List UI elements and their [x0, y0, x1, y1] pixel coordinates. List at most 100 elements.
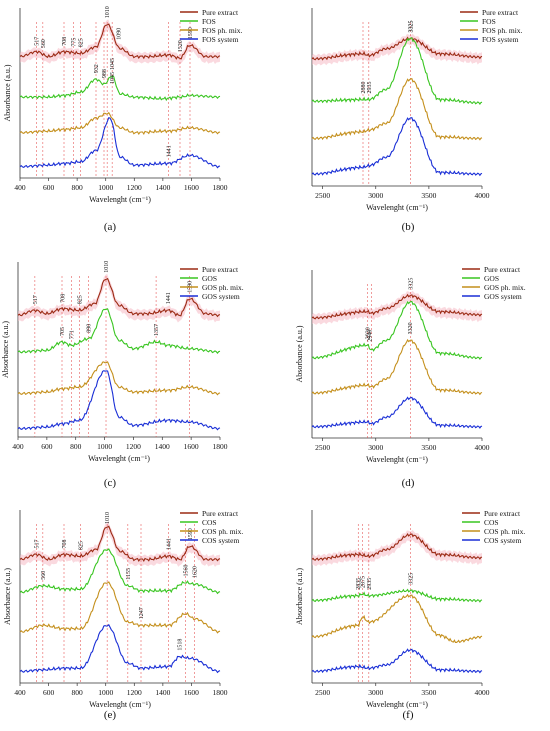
x-axis-label: Wavelenght (cm⁻¹) — [366, 203, 428, 212]
series-line-3 — [311, 396, 483, 429]
peak-label: 708 — [62, 540, 68, 549]
legend-label: COS — [484, 518, 499, 527]
legend-label: FOS system — [482, 35, 519, 44]
x-tick-label: 1400 — [155, 183, 170, 192]
legend-label: GOS — [484, 274, 499, 283]
peak-label: 1441 — [166, 292, 172, 304]
peak-label: 1590 — [188, 528, 194, 540]
series-line-0 — [311, 36, 483, 61]
series-line-3 — [19, 117, 221, 169]
peak-label: 1518 — [178, 639, 184, 651]
series-line-2 — [17, 361, 221, 396]
x-tick-label: 3500 — [421, 191, 436, 200]
peak-label: 705 — [60, 327, 66, 336]
legend-label: COS ph. mix. — [202, 527, 243, 536]
panel-caption: (c) — [104, 477, 117, 489]
legend-label: Pure extract — [484, 265, 521, 274]
peak-label: 2940 — [367, 330, 373, 342]
y-axis-label: Absorbance (a.u.) — [295, 325, 304, 382]
pure-extract-highlight — [312, 33, 482, 66]
peak-label: 708 — [60, 294, 66, 303]
panel-caption: (a) — [104, 221, 117, 233]
x-tick-label: 1000 — [98, 688, 113, 697]
legend-label: GOS ph. mix. — [484, 283, 526, 292]
series-line-0 — [311, 532, 483, 561]
legend-label: Pure extract — [482, 8, 519, 17]
x-axis-label: Wavelenght (cm⁻¹) — [366, 700, 428, 709]
y-axis-label: Absorbance (a.u.) — [3, 64, 12, 121]
series-line-1 — [17, 308, 221, 354]
peak-label: 3325 — [408, 21, 414, 33]
series-line-2 — [311, 338, 483, 396]
peak-label: 1357 — [154, 324, 160, 336]
x-tick-label: 2500 — [315, 191, 330, 200]
x-tick-label: 800 — [72, 688, 84, 697]
legend-label: Pure extract — [202, 265, 239, 274]
x-tick-label: 1400 — [155, 442, 170, 451]
x-axis-label: Wavelenght (cm⁻¹) — [366, 455, 428, 464]
panel-caption: (f) — [403, 709, 414, 721]
panel-f: 2500 3000 3500 4000 Wavelenght (cm⁻¹) Absorba… — [295, 509, 525, 721]
x-tick-label: 4000 — [475, 191, 490, 200]
series-line-2 — [19, 111, 221, 136]
peak-label: 1090 — [117, 28, 123, 40]
peak-label: 1520 — [178, 40, 184, 52]
series-line-1 — [311, 588, 483, 603]
x-tick-label: 1800 — [213, 688, 228, 697]
series-line-1 — [311, 37, 483, 106]
series-line-2 — [311, 593, 483, 644]
legend-label: FOS — [482, 17, 496, 26]
series-line-3 — [19, 623, 221, 674]
legend-label: FOS ph. mix. — [482, 26, 523, 35]
legend-label: Pure extract — [484, 509, 521, 518]
peak-label: 890 — [87, 324, 93, 333]
x-tick-label: 600 — [41, 442, 53, 451]
pure-extract-highlight — [312, 529, 482, 567]
peak-label: 2880 — [361, 82, 367, 94]
y-axis-label: Absorbance (a.u.) — [1, 321, 10, 378]
legend-label: COS system — [202, 536, 239, 545]
x-axis-label: Wavelenght (cm⁻¹) — [89, 700, 151, 709]
legend-label: GOS — [202, 274, 217, 283]
peak-label: 517 — [35, 37, 41, 46]
x-tick-label: 800 — [70, 442, 82, 451]
x-tick-label: 2500 — [315, 688, 330, 697]
x-tick-label: 600 — [43, 183, 55, 192]
x-tick-label: 4000 — [475, 688, 490, 697]
panel-caption: (b) — [402, 221, 415, 233]
x-tick-label: 1800 — [213, 442, 228, 451]
series-line-0 — [19, 23, 221, 60]
x-tick-label: 1200 — [127, 183, 142, 192]
x-tick-label: 3000 — [368, 443, 383, 452]
peak-label: 1620 — [192, 566, 198, 578]
legend-label: GOS ph. mix. — [202, 283, 244, 292]
panel-a: 400 600 800 1000 1200 1400 1600 1800 Wavelenght … — [3, 6, 243, 233]
series-line-2 — [19, 581, 221, 634]
peak-label: 1045 — [110, 72, 116, 84]
legend-label: COS system — [484, 536, 521, 545]
panel-e: 400 600 800 1000 1200 1400 1600 1800 Wavelenght … — [3, 509, 243, 721]
peak-label: 3325 — [408, 21, 414, 33]
series-line-3 — [311, 117, 483, 177]
legend-label: COS ph. mix. — [484, 527, 525, 536]
x-axis-label: Wavelenght (cm⁻¹) — [89, 195, 151, 204]
peak-label: 1045 — [110, 58, 116, 70]
peak-label: 708 — [62, 37, 68, 46]
x-tick-label: 3500 — [421, 688, 436, 697]
x-tick-label: 1800 — [213, 183, 228, 192]
x-tick-label: 1000 — [98, 183, 113, 192]
series-line-1 — [19, 75, 221, 102]
peak-label: 2935 — [367, 82, 373, 94]
series-line-1 — [311, 300, 483, 361]
peak-label: 560 — [41, 39, 47, 48]
peak-label: 3325 — [408, 573, 414, 585]
peak-label: 3325 — [408, 278, 414, 290]
peak-label: 1010 — [105, 512, 111, 524]
x-tick-label: 400 — [12, 442, 24, 451]
peak-label: 825 — [77, 295, 83, 304]
peak-label: 825 — [79, 38, 85, 47]
x-tick-label: 400 — [14, 183, 26, 192]
x-tick-label: 3500 — [421, 443, 436, 452]
x-tick-label: 1400 — [155, 688, 170, 697]
peak-label: 517 — [33, 295, 39, 304]
